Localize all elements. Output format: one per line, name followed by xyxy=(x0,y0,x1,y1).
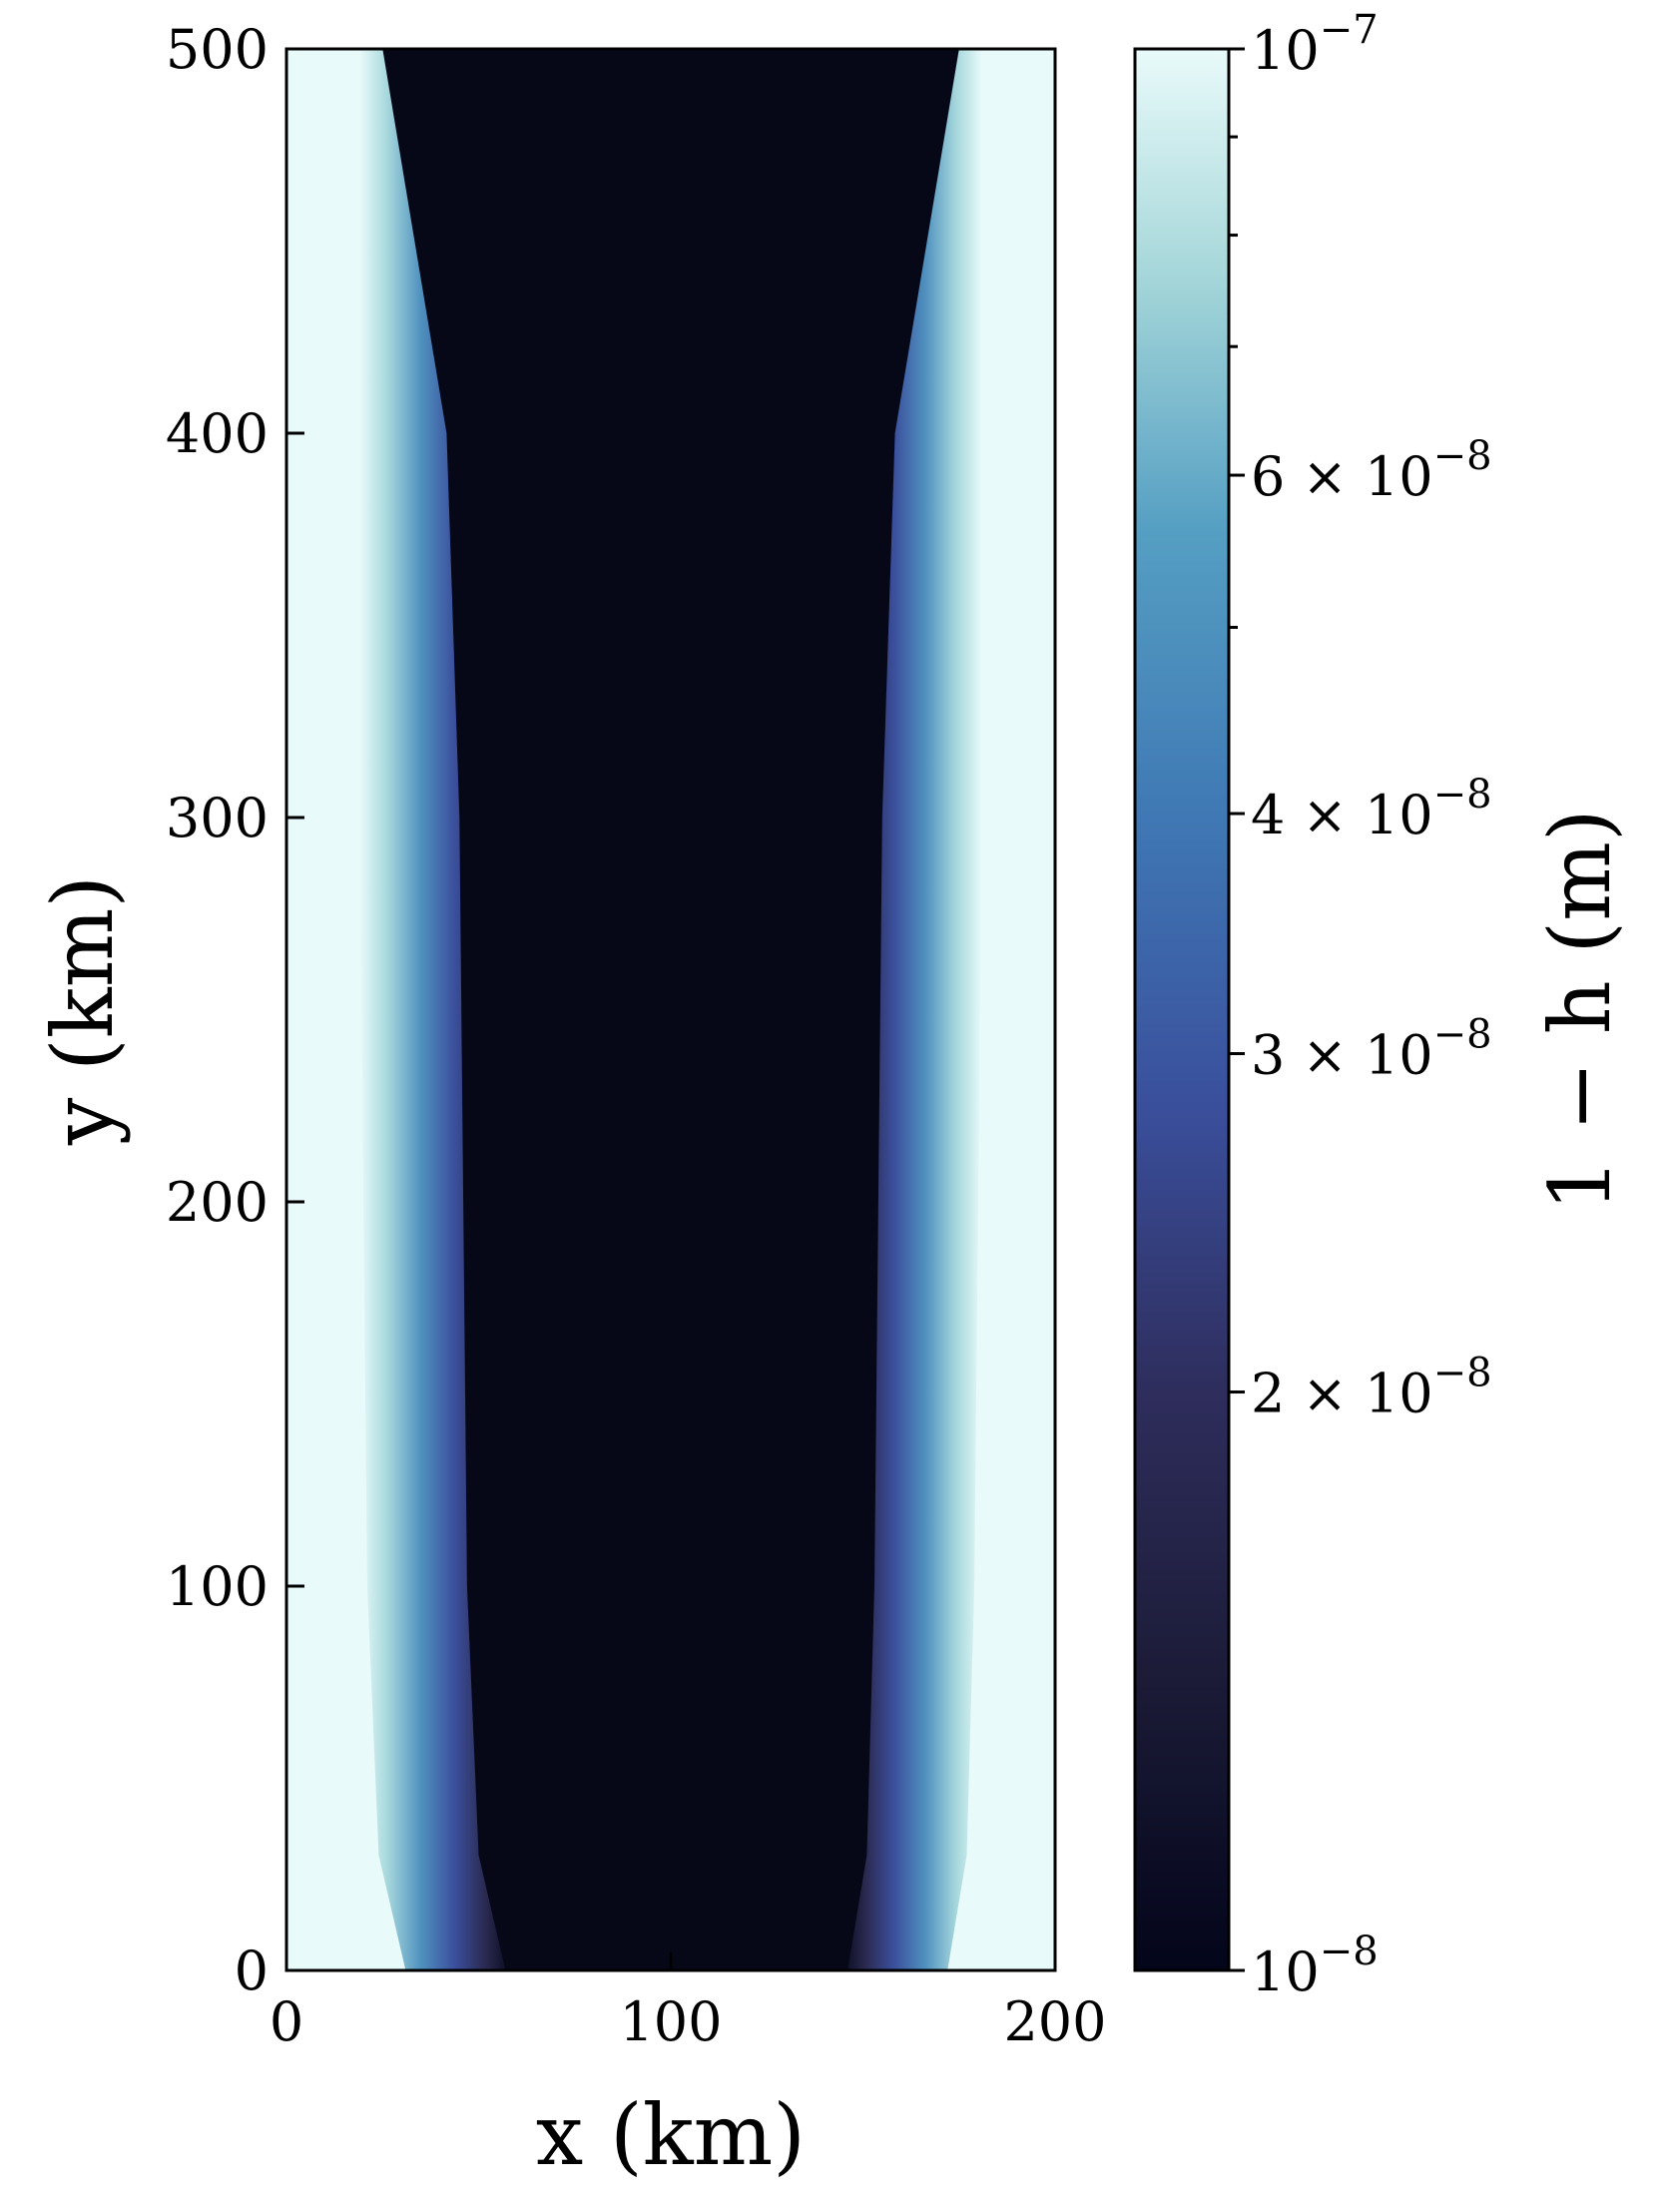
colorbar-tick-label: 10−7 xyxy=(1251,7,1379,82)
colorbar-tick-label: 3 × 10−8 xyxy=(1251,1012,1492,1087)
y-axis-ticks: 0 100 200 300 400 500 xyxy=(166,18,304,2002)
colorbar-gradient xyxy=(1135,49,1229,1970)
heatmap-field xyxy=(286,49,1055,1970)
x-axis-ticks: 0 100 200 xyxy=(270,1952,1107,2053)
colorbar-ticks: 10−7 6 × 10−8 4 × 10−8 3 × 10−8 2 × 10−8 10−8 xyxy=(1229,7,1492,2003)
y-tick-label: 300 xyxy=(166,787,269,849)
x-tick-label: 100 xyxy=(619,1990,722,2053)
y-tick-label: 400 xyxy=(166,402,269,465)
left-gradient-band xyxy=(359,49,514,1970)
colorbar: 10−7 6 × 10−8 4 × 10−8 3 × 10−8 2 × 10−8 10−8… xyxy=(1133,7,1629,2003)
colorbar-tick-label: 6 × 10−8 xyxy=(1251,433,1492,508)
y-tick-label: 100 xyxy=(166,1555,269,1618)
y-tick-label: 500 xyxy=(166,18,269,81)
dark-core-region xyxy=(382,49,959,1970)
colorbar-frame xyxy=(1133,47,1231,1972)
y-tick-label: 200 xyxy=(166,1171,269,1234)
x-axis-label: x (km) xyxy=(536,2086,806,2184)
colorbar-label: 1 − h (m) xyxy=(1531,809,1629,1211)
colorbar-tick-label: 2 × 10−8 xyxy=(1251,1351,1492,1425)
x-tick-label: 200 xyxy=(1003,1990,1106,2053)
colorbar-tick-label: 10−8 xyxy=(1251,1929,1379,2003)
colorbar-tick-label: 4 × 10−8 xyxy=(1251,772,1492,846)
y-tick-label: 0 xyxy=(235,1939,269,2002)
x-tick-label: 0 xyxy=(270,1990,303,2053)
y-axis-label: y (km) xyxy=(34,875,132,1146)
